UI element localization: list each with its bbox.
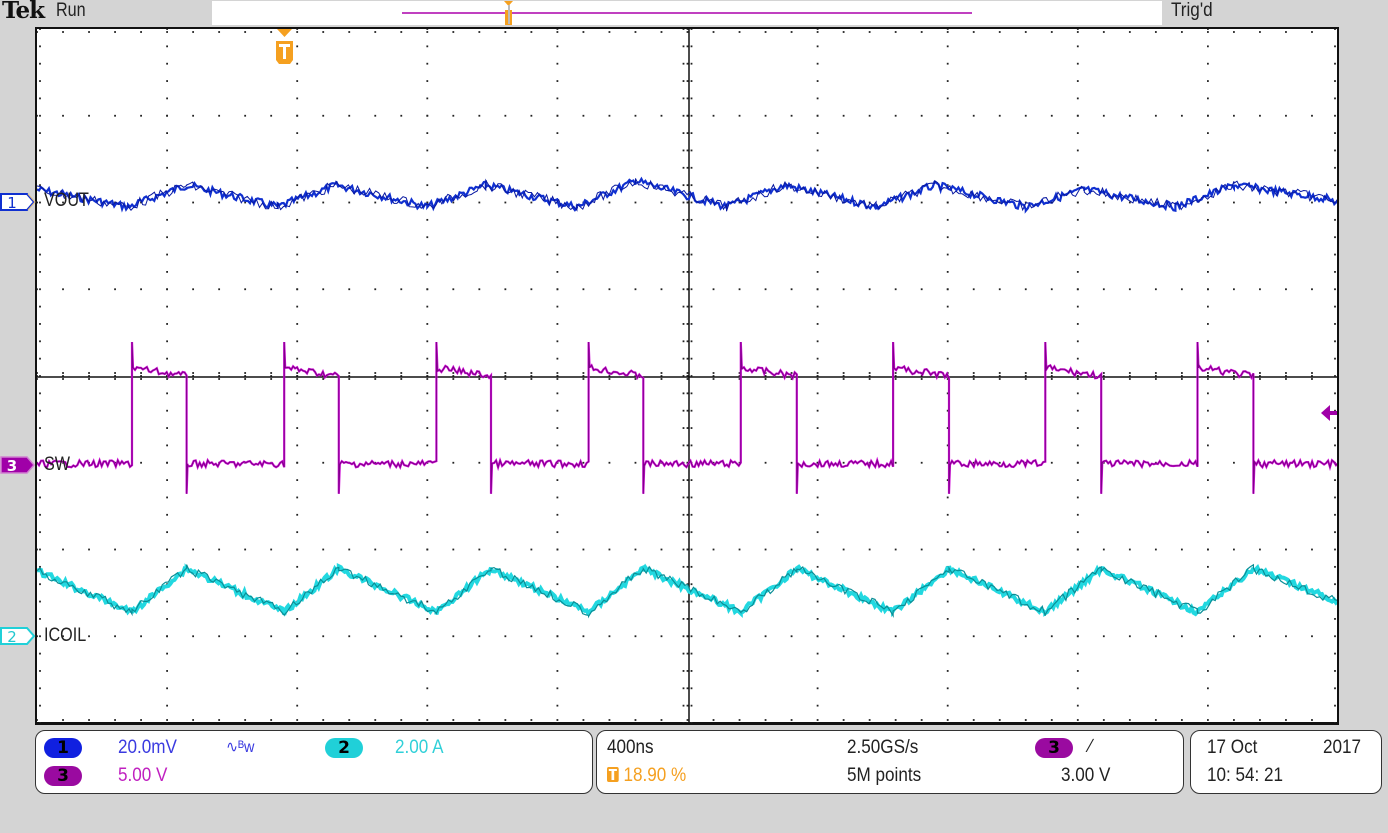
trigger-state: Trig'd: [1171, 0, 1213, 21]
ch2-scale[interactable]: 2.00 A: [395, 737, 444, 758]
ch1-scale[interactable]: 20.0mV: [118, 737, 177, 758]
icoil-waveform: [37, 562, 1337, 618]
record-length[interactable]: 5M points: [847, 765, 922, 786]
brand-logo: Tek: [2, 0, 45, 24]
year: 2017: [1323, 737, 1362, 758]
waveform-plot: [37, 29, 1337, 723]
ch1-waveform-label: VOUT: [44, 190, 89, 211]
timebase-trigger-panel[interactable]: 400ns 18.90 % 2.50GS/s 5M points 3 ∕ 3.0…: [596, 730, 1184, 794]
waveform-graticule[interactable]: VOUT SW ICOIL: [35, 27, 1339, 725]
trigger-level-arrow-icon[interactable]: [1321, 405, 1337, 421]
trigger-source-badge[interactable]: 3: [1035, 738, 1073, 758]
channel-settings-panel[interactable]: 1 20.0mV ∿ᴮw 2 2.00 A 3 5.00 V: [35, 730, 593, 794]
trigger-position-icon[interactable]: [504, 1, 513, 25]
trigger-position-small-icon: [607, 767, 619, 782]
svg-text:1: 1: [7, 194, 17, 212]
ch1-ground-marker-icon[interactable]: 1: [0, 192, 36, 216]
date: 17 Oct: [1207, 737, 1258, 758]
datetime-panel: 17 Oct 2017 10: 54: 21: [1190, 730, 1382, 794]
time-per-division[interactable]: 400ns: [607, 737, 654, 758]
svg-text:2: 2: [7, 628, 17, 646]
ch2-ground-marker-icon[interactable]: 2: [0, 626, 36, 650]
ch3-scale[interactable]: 5.00 V: [118, 765, 168, 786]
trigger-position-marker-icon[interactable]: [276, 29, 293, 64]
ch1-badge[interactable]: 1: [44, 738, 82, 758]
svg-text:3: 3: [7, 457, 17, 475]
sw-waveform: [37, 341, 1337, 494]
icoil-waveform-noise: [37, 563, 1337, 619]
acquisition-state[interactable]: Run: [56, 0, 86, 21]
sample-rate[interactable]: 2.50GS/s: [847, 737, 919, 758]
bandwidth-limit-icon: ∿ᴮw: [226, 739, 255, 756]
ch3-badge[interactable]: 3: [44, 766, 82, 786]
ch3-ground-marker-icon[interactable]: 3: [0, 455, 36, 479]
time: 10: 54: 21: [1207, 765, 1284, 786]
record-view-graphic: [402, 1, 972, 25]
ch2-badge[interactable]: 2: [325, 738, 363, 758]
record-view[interactable]: [212, 1, 1162, 25]
vout-waveform-noise: [37, 178, 1337, 212]
ch3-waveform-label: SW: [44, 454, 71, 475]
trigger-position[interactable]: 18.90 %: [607, 765, 686, 787]
ch2-waveform-label: ICOIL: [44, 625, 87, 646]
trigger-position-value: 18.90 %: [623, 765, 687, 786]
grid: [37, 29, 1313, 723]
sw-waveform-noise: [37, 341, 1337, 494]
status-bar: Tek Run Trig'd: [0, 0, 1388, 27]
trigger-level[interactable]: 3.00 V: [1061, 765, 1111, 786]
rising-edge-icon[interactable]: ∕: [1089, 736, 1092, 757]
